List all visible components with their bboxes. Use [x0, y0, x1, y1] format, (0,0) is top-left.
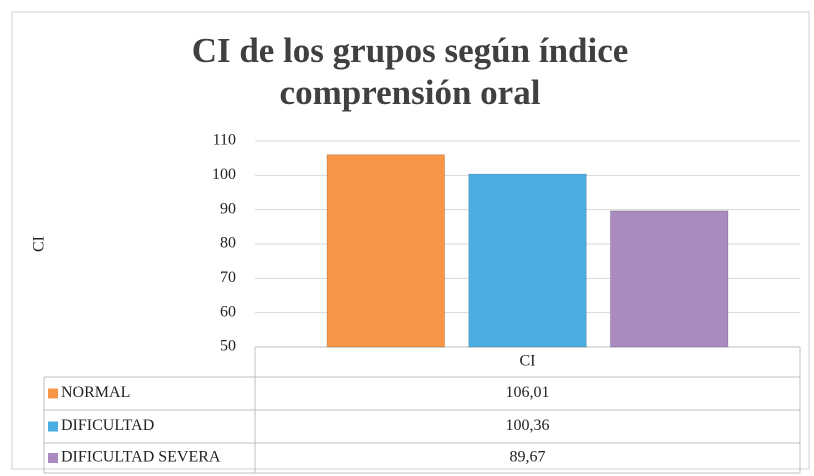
table-value: 89,67 [510, 449, 546, 466]
y-tick-label: 110 [213, 132, 236, 149]
y-tick-label: 80 [220, 235, 236, 252]
table-value: 106,01 [506, 384, 550, 401]
legend-swatch [48, 453, 58, 463]
legend-label: DIFICULTAD [61, 417, 154, 434]
y-tick-label: 100 [212, 166, 236, 183]
legend-label: NORMAL [61, 384, 130, 401]
x-tick-label: CI [520, 353, 536, 370]
y-tick-label: 50 [220, 338, 236, 355]
bar [468, 173, 587, 348]
legend-swatch [48, 388, 58, 399]
table-value: 100,36 [506, 417, 550, 434]
bar [326, 154, 446, 348]
y-tick-label: 60 [220, 303, 236, 320]
y-axis-label: CI [31, 236, 48, 252]
legend-swatch [48, 421, 58, 432]
bar [609, 210, 729, 348]
y-tick-label: 70 [220, 269, 236, 286]
y-tick-label: 90 [220, 200, 236, 217]
legend-label: DIFICULTAD SEVERA [61, 449, 221, 466]
chart-title: CI de los grupos según índice comprensió… [191, 31, 629, 112]
